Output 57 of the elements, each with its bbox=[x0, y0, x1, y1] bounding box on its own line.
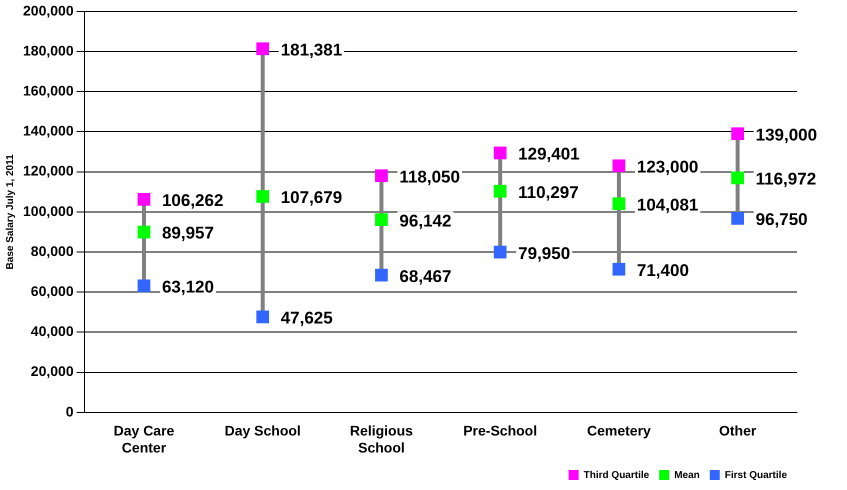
x-tick-label: Day Care Center bbox=[114, 422, 175, 456]
data-label: 110,297 bbox=[518, 182, 579, 202]
y-tick-label: 0 bbox=[66, 403, 74, 420]
y-tick-label: 40,000 bbox=[30, 323, 74, 340]
y-tick-label: 200,000 bbox=[22, 2, 74, 18]
point bbox=[375, 268, 388, 282]
data-label: 139,000 bbox=[756, 125, 818, 144]
data-label: 79,950 bbox=[518, 244, 570, 263]
point bbox=[612, 197, 626, 210]
legend-label: Third Quartile bbox=[584, 470, 650, 481]
point bbox=[138, 279, 150, 292]
data-label: 107,679 bbox=[280, 188, 342, 208]
point bbox=[612, 262, 626, 276]
data-label: 96,750 bbox=[756, 210, 808, 230]
data-label: 96,142 bbox=[399, 211, 452, 230]
point bbox=[256, 310, 270, 324]
data-label: 129,401 bbox=[518, 144, 580, 164]
x-tick-label: Day School bbox=[224, 422, 301, 439]
y-tick-label: 80,000 bbox=[30, 242, 74, 259]
point bbox=[256, 190, 270, 203]
data-label: 47,625 bbox=[280, 308, 333, 328]
data-label: 118,050 bbox=[399, 167, 460, 186]
point bbox=[731, 212, 744, 225]
point bbox=[138, 192, 150, 206]
point bbox=[138, 226, 150, 238]
y-tick-label: 120,000 bbox=[22, 162, 74, 179]
data-label: 116,972 bbox=[756, 170, 816, 189]
point bbox=[494, 246, 507, 258]
point bbox=[731, 127, 744, 140]
x-tick-label: Religious School bbox=[350, 422, 414, 456]
x-tick-label: Other bbox=[718, 422, 757, 439]
y-tick-label: 60,000 bbox=[30, 282, 74, 299]
y-tick-label: 140,000 bbox=[22, 122, 74, 139]
data-label: 123,000 bbox=[636, 157, 698, 176]
y-axis-title: Base Salary July 1, 2011 bbox=[4, 154, 16, 270]
data-label: 71,400 bbox=[636, 260, 689, 280]
x-tick-label: Cemetery bbox=[586, 422, 652, 439]
data-label: 68,467 bbox=[399, 266, 452, 286]
point bbox=[612, 159, 626, 172]
point bbox=[375, 169, 388, 182]
point bbox=[731, 172, 744, 184]
y-tick-label: 20,000 bbox=[30, 363, 74, 380]
point bbox=[256, 42, 270, 56]
x-tick-label: Pre-School bbox=[463, 422, 538, 439]
y-tick-label: 100,000 bbox=[22, 202, 74, 219]
data-label: 106,262 bbox=[162, 191, 224, 210]
data-label: 104,081 bbox=[636, 195, 698, 214]
legend-label: First Quartile bbox=[724, 470, 788, 481]
data-label: 181,381 bbox=[280, 40, 342, 60]
data-label: 89,957 bbox=[162, 224, 214, 243]
data-label: 63,120 bbox=[162, 278, 214, 297]
point bbox=[494, 184, 507, 198]
legend-label: Mean bbox=[674, 470, 700, 481]
point bbox=[375, 213, 388, 226]
point bbox=[494, 146, 507, 160]
y-tick-label: 180,000 bbox=[22, 42, 74, 58]
y-tick-label: 160,000 bbox=[22, 82, 74, 98]
